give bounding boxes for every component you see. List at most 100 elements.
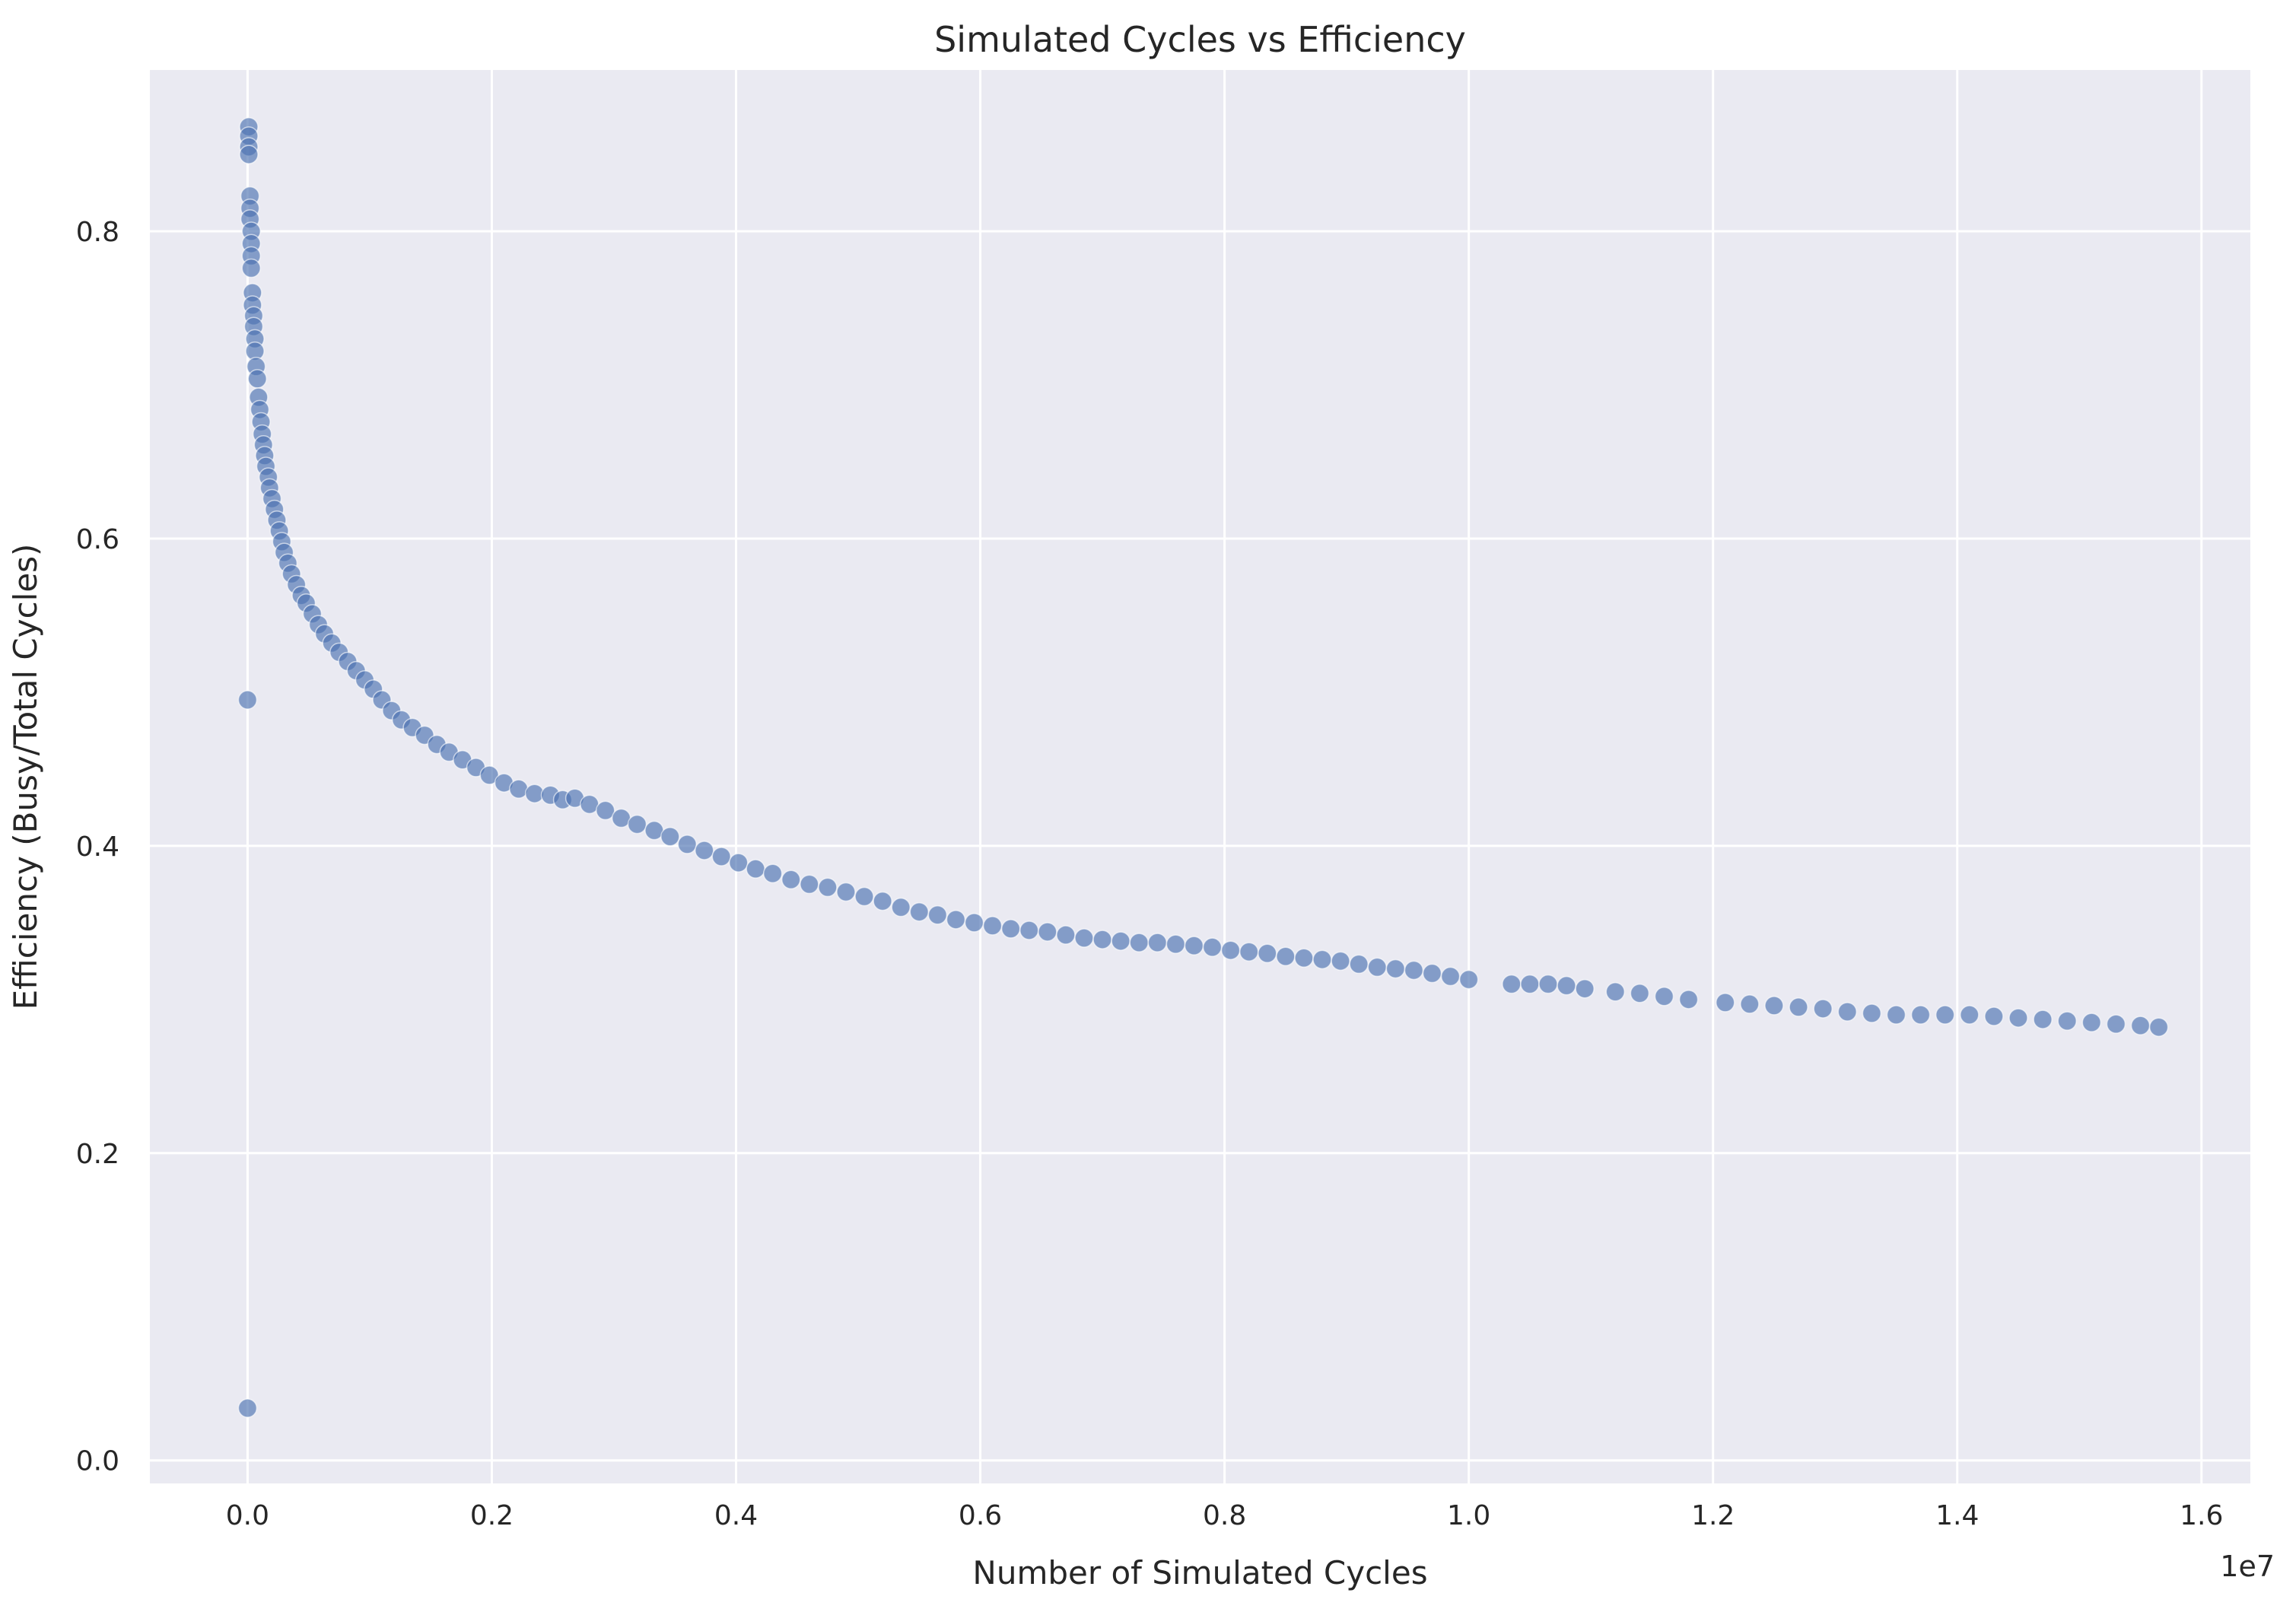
x-tick-label: 1.4 <box>1935 1500 1979 1531</box>
data-point <box>1630 984 1650 1003</box>
data-point <box>1520 974 1540 994</box>
data-point <box>237 690 258 710</box>
data-point <box>1276 946 1296 967</box>
y-tick-label: 0.6 <box>76 524 119 555</box>
data-point <box>1349 954 1369 975</box>
data-point <box>1220 940 1241 960</box>
data-point <box>237 1398 258 1418</box>
data-point <box>1440 966 1461 987</box>
data-point <box>627 814 647 835</box>
data-point <box>1000 919 1021 939</box>
data-point <box>762 863 783 883</box>
data-point <box>1654 987 1674 1006</box>
data-point <box>1258 943 1277 963</box>
data-point <box>854 886 874 907</box>
data-point <box>2081 1013 2102 1032</box>
x-tick-label: 0.8 <box>1203 1500 1246 1531</box>
y-tick-label: 0.8 <box>76 217 119 248</box>
data-point <box>891 897 911 917</box>
data-point <box>1038 922 1057 942</box>
data-point <box>927 905 948 925</box>
data-point <box>1147 933 1168 952</box>
x-tick-label: 0.2 <box>470 1500 514 1531</box>
data-point <box>781 870 801 890</box>
data-point <box>695 841 714 860</box>
x-tick-label: 0.6 <box>959 1500 1002 1531</box>
data-point <box>1910 1005 1931 1025</box>
data-point <box>1239 942 1259 962</box>
data-point <box>746 859 765 879</box>
data-point <box>1984 1006 2004 1026</box>
data-point <box>909 901 930 922</box>
data-point <box>964 913 984 933</box>
data-point <box>1789 997 1808 1017</box>
axis-ticks: 0.0 0.2 0.4 0.6 0.8 1.0 1.2 1.4 1.6 0.0 0.2 0.4 0.6 0… <box>76 217 2224 1531</box>
data-point <box>836 882 856 902</box>
data-point <box>247 369 268 389</box>
data-point <box>1862 1003 1882 1023</box>
data-point <box>818 877 838 898</box>
data-point <box>2008 1008 2028 1028</box>
data-point <box>1575 978 1595 999</box>
x-axis-offset-text: 1e7 <box>2220 1550 2275 1583</box>
data-point <box>1385 959 1406 979</box>
data-point <box>2130 1016 2151 1035</box>
data-point <box>1935 1005 1955 1025</box>
x-tick-label: 1.6 <box>2180 1500 2223 1531</box>
data-point <box>1678 990 1699 1009</box>
data-point <box>1716 993 1735 1013</box>
data-point <box>982 916 1003 936</box>
data-point <box>1367 957 1388 978</box>
data-point <box>946 910 966 930</box>
data-point <box>1111 931 1131 951</box>
data-point <box>596 800 615 821</box>
x-axis-label: Number of Simulated Cycles <box>972 1554 1427 1591</box>
data-point <box>711 847 731 866</box>
y-axis-label: Efficiency (Busy/Total Cycles) <box>7 544 44 1010</box>
data-point <box>1605 981 1626 1002</box>
data-points <box>237 116 2169 1418</box>
data-point <box>660 827 680 847</box>
data-point <box>1813 999 1833 1019</box>
grid-lines <box>150 70 2250 1483</box>
y-tick-label: 0.2 <box>76 1139 119 1170</box>
data-point <box>1312 949 1332 970</box>
data-point <box>239 145 259 164</box>
data-point <box>1538 974 1558 994</box>
data-point <box>1886 1005 1906 1025</box>
data-point <box>2106 1014 2126 1034</box>
data-point <box>1019 920 1039 940</box>
data-point <box>1404 960 1424 981</box>
chart-title: Simulated Cycles vs Efficiency <box>934 19 1466 60</box>
data-point <box>873 891 892 911</box>
data-point <box>1422 963 1442 984</box>
data-point <box>1184 936 1204 955</box>
data-point <box>1074 928 1094 948</box>
data-point <box>1294 948 1314 968</box>
data-point <box>1331 951 1350 971</box>
data-point <box>2033 1009 2053 1029</box>
x-tick-label: 1.2 <box>1691 1500 1735 1531</box>
data-point <box>241 258 261 278</box>
data-point <box>728 853 749 873</box>
x-tick-label: 1.0 <box>1447 1500 1490 1531</box>
data-point <box>1202 937 1223 957</box>
data-point <box>800 874 819 895</box>
data-point <box>677 835 698 854</box>
data-point <box>2148 1017 2169 1037</box>
data-point <box>1458 969 1479 990</box>
data-point <box>1165 934 1186 954</box>
data-point <box>1764 996 1784 1016</box>
data-point <box>1502 974 1522 994</box>
x-tick-label: 0.4 <box>714 1500 758 1531</box>
data-point <box>1056 925 1076 945</box>
data-point <box>1837 1002 1858 1022</box>
data-point <box>1129 933 1149 952</box>
plot-area <box>150 70 2250 1483</box>
y-tick-label: 0.4 <box>76 831 119 863</box>
x-tick-label: 0.0 <box>226 1500 269 1531</box>
y-tick-label: 0.0 <box>76 1446 119 1477</box>
data-point <box>1092 930 1112 949</box>
data-point <box>1557 975 1576 996</box>
